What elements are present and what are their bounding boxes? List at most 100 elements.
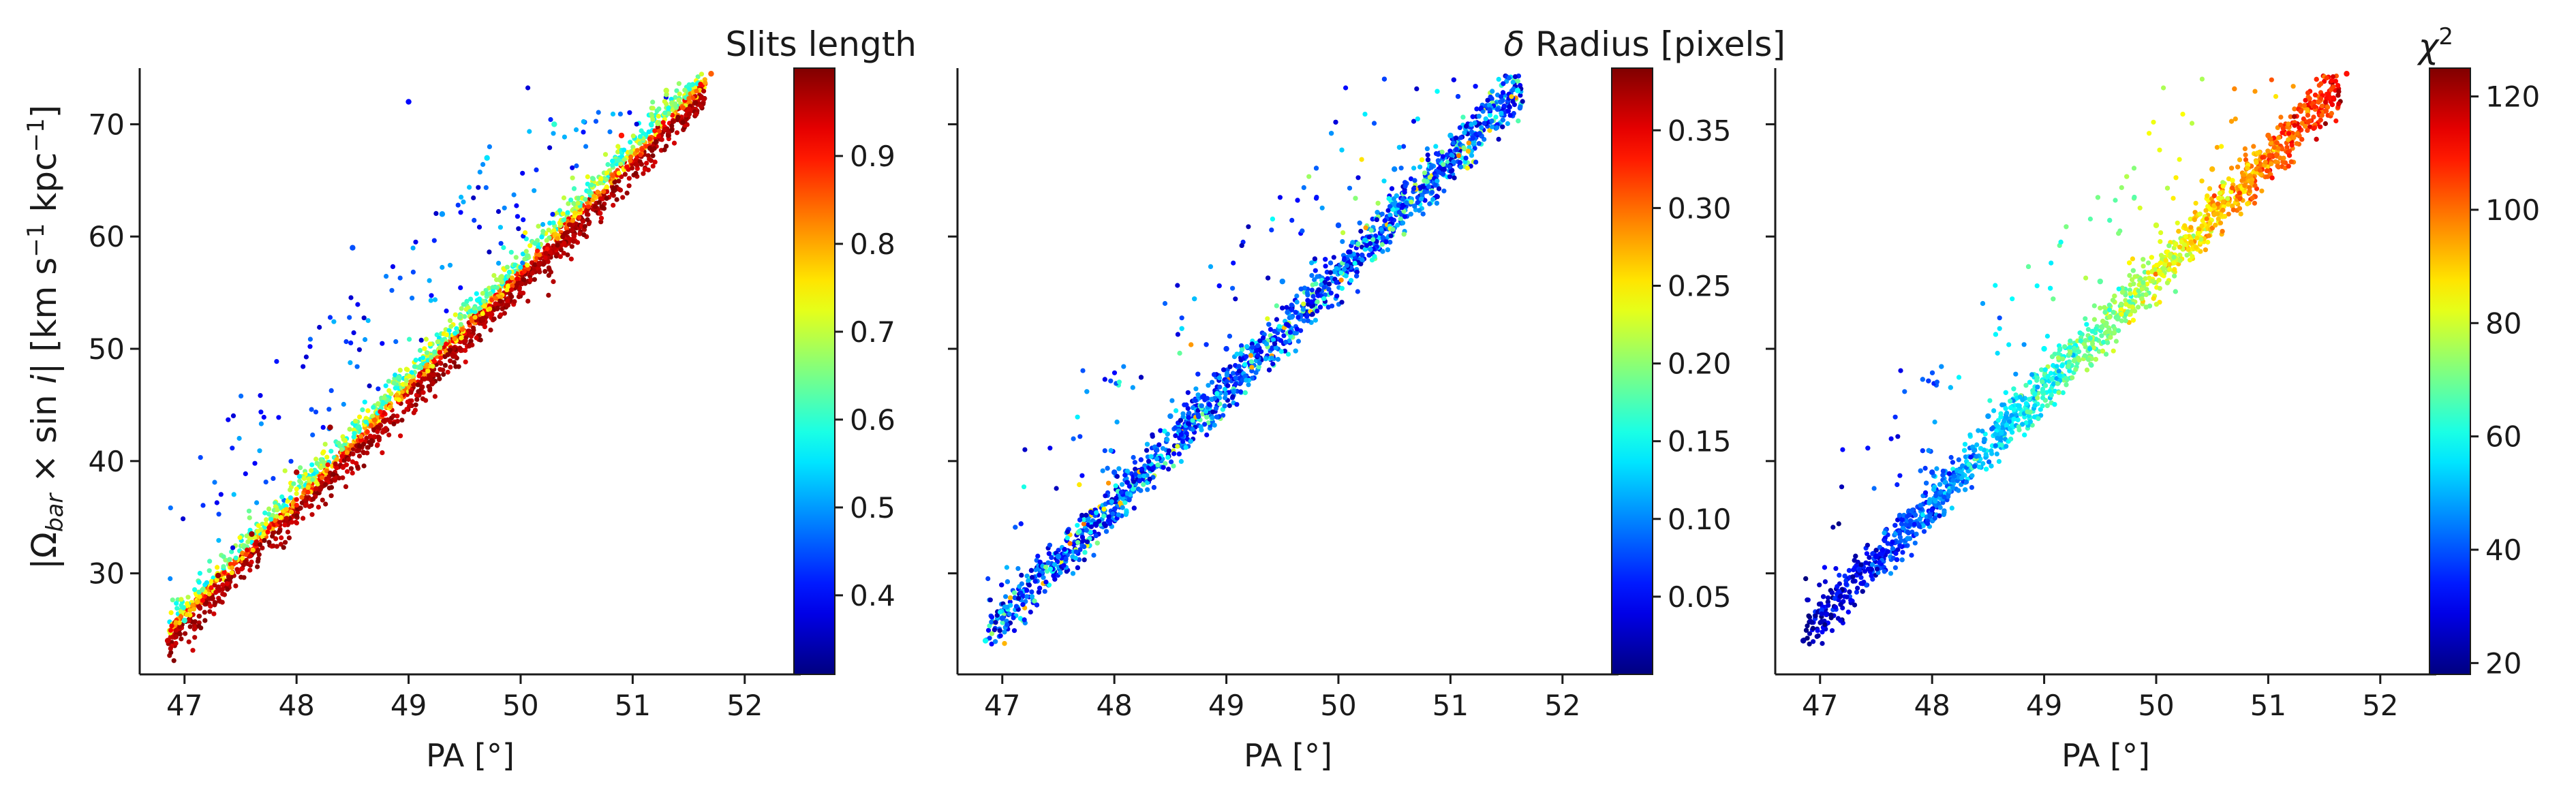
scatter-point (299, 495, 305, 500)
y-tick-label: 70 (89, 108, 125, 141)
scatter-point (1312, 277, 1317, 283)
scatter-point (1496, 136, 1501, 142)
scatter-point (368, 423, 374, 428)
scatter-point (1131, 505, 1137, 511)
scatter-point (1094, 510, 1099, 516)
scatter-point (309, 462, 315, 467)
scatter-point (1186, 410, 1192, 416)
scatter-point (196, 623, 202, 629)
scatter-point (998, 633, 1003, 638)
scatter-point (527, 243, 533, 249)
scatter-point (508, 249, 514, 255)
scatter-point (1044, 569, 1050, 574)
scatter-point (1166, 467, 1171, 472)
scatter-point (1186, 415, 1191, 420)
scatter-point (1420, 184, 1426, 189)
scatter-point (227, 557, 232, 562)
scatter-point (459, 327, 465, 332)
scatter-point (457, 345, 463, 351)
scatter-point (655, 125, 660, 130)
scatter-point (628, 154, 634, 159)
scatter-point (187, 624, 193, 629)
scatter-point (1487, 127, 1492, 133)
scatter-point (425, 369, 431, 374)
colorbar-tick-label: 0.20 (1668, 347, 1732, 381)
scatter-point (582, 223, 587, 229)
scatter-point (445, 352, 450, 358)
scatter-point (340, 475, 346, 480)
scatter-point (627, 110, 632, 115)
scatter-point (256, 523, 261, 529)
scatter-point (211, 611, 217, 616)
scatter-point (376, 435, 382, 441)
scatter-point (168, 627, 173, 633)
scatter-point (1412, 178, 1417, 183)
scatter-point (407, 403, 412, 409)
scatter-point (1277, 195, 1283, 200)
scatter-point (1371, 121, 1377, 126)
scatter-point (1449, 152, 1454, 158)
scatter-point (256, 552, 262, 557)
scatter-point (1276, 324, 1282, 329)
scatter-point (1249, 345, 1255, 350)
scatter-point (1102, 448, 1107, 454)
scatter-point (214, 500, 219, 505)
scatter-point (168, 646, 173, 651)
scatter-point (585, 217, 590, 223)
scatter-point (334, 465, 339, 471)
scatter-point (1441, 166, 1447, 172)
scatter-point (1101, 506, 1107, 512)
scatter-point (1494, 107, 1500, 112)
scatter-point (264, 517, 269, 522)
scatter-point (271, 475, 276, 482)
y-tick-label: 40 (89, 445, 125, 478)
scatter-point (1233, 375, 1238, 381)
scatter-point (261, 531, 266, 537)
scatter-point (1323, 264, 1328, 269)
scatter-point (1097, 518, 1102, 524)
scatter-point (365, 429, 370, 435)
scatter-point (551, 131, 556, 136)
scatter-point (461, 302, 466, 307)
scatter-point (515, 214, 521, 219)
scatter-point (650, 153, 656, 159)
scatter-point (1334, 294, 1340, 299)
scatter-point (422, 377, 427, 382)
scatter-point (566, 222, 572, 228)
scatter-point (987, 623, 992, 629)
scatter-point (1188, 439, 1193, 444)
scatter-point (604, 177, 609, 183)
scatter-point (323, 501, 328, 507)
scatter-point (197, 594, 202, 599)
scatter-point (343, 339, 349, 345)
scatter-point (646, 129, 651, 135)
scatter-point (306, 476, 311, 482)
scatter-point (989, 631, 995, 636)
scatter-point (476, 296, 482, 302)
scatter-point (1013, 525, 1018, 530)
scatter-point (1368, 228, 1374, 233)
scatter-point (561, 195, 567, 201)
scatter-point (420, 355, 426, 360)
scatter-point (516, 294, 522, 300)
scatter-point (1520, 99, 1525, 104)
scatter-point (432, 394, 438, 399)
scatter-point (200, 597, 205, 604)
scatter-point (468, 296, 474, 302)
scatter-point (1173, 433, 1178, 439)
scatter-point (307, 344, 313, 349)
scatter-point (599, 204, 604, 209)
scatter-point (547, 249, 553, 255)
scatter-point (288, 458, 294, 464)
scatter-point (1274, 303, 1279, 309)
scatter-point (1309, 260, 1315, 266)
scatter-point (1179, 326, 1184, 331)
scatter-point (1362, 112, 1368, 117)
scatter-point (215, 572, 221, 579)
scatter-point (1401, 144, 1407, 149)
scatter-point (1255, 343, 1261, 348)
scatter-point (405, 399, 410, 405)
scatter-point (1420, 211, 1426, 217)
scatter-point (611, 185, 616, 191)
scatter-point (1138, 375, 1144, 380)
